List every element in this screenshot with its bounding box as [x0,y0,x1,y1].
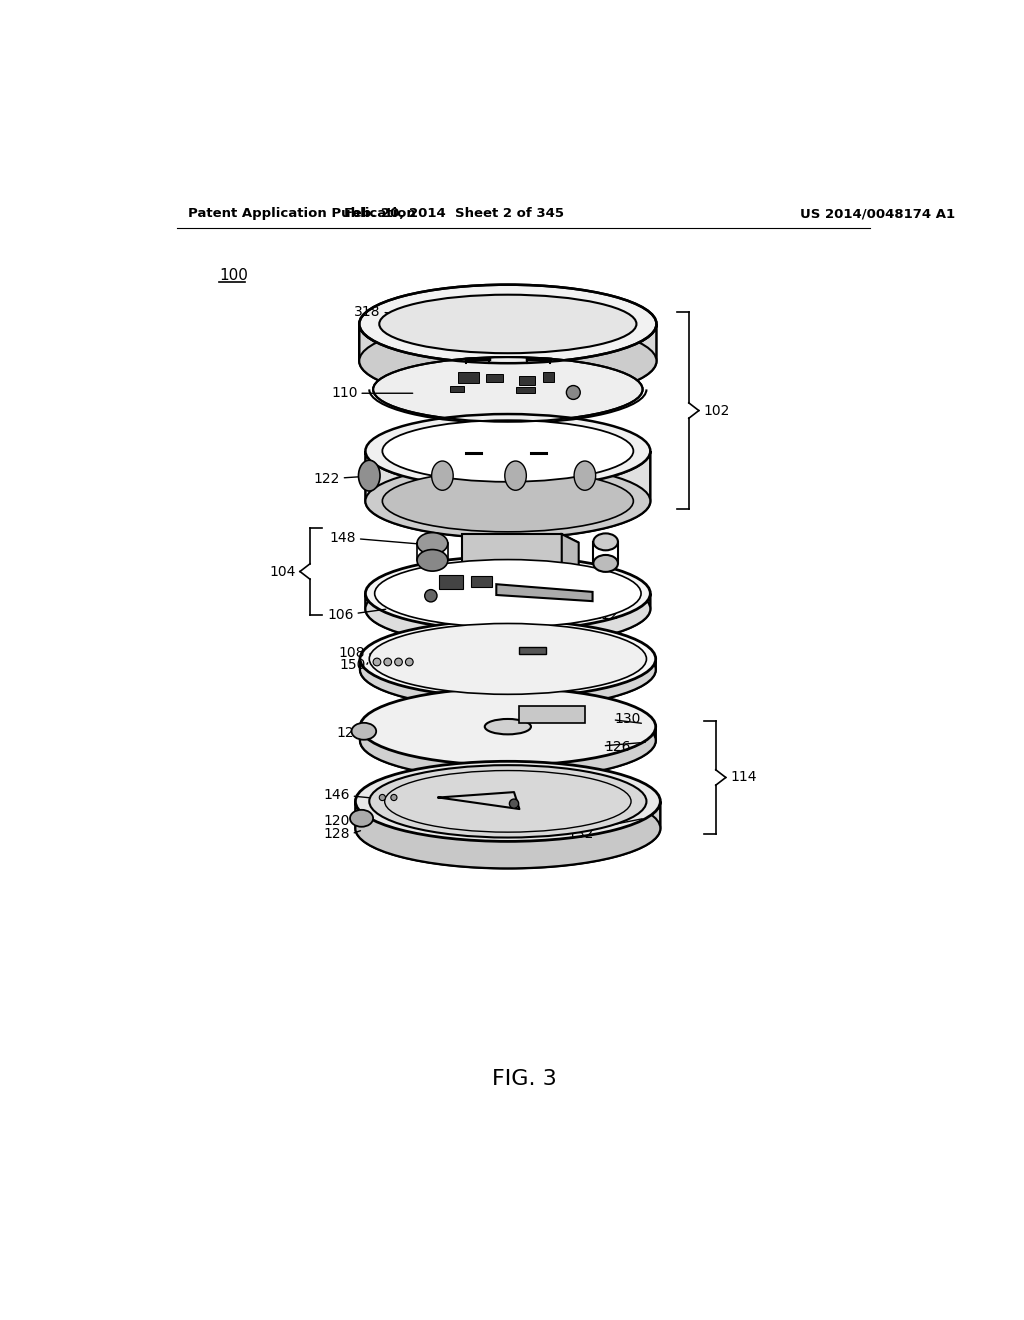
Text: 120: 120 [324,813,350,828]
Text: Feb. 20, 2014  Sheet 2 of 345: Feb. 20, 2014 Sheet 2 of 345 [344,207,564,220]
Ellipse shape [350,810,373,826]
Text: 130: 130 [614,711,640,726]
Text: 122: 122 [313,473,340,487]
Polygon shape [366,594,650,645]
Text: 102: 102 [703,404,730,417]
Ellipse shape [360,631,655,708]
Polygon shape [462,535,562,564]
Ellipse shape [370,623,646,694]
Ellipse shape [359,285,656,363]
Ellipse shape [505,461,526,490]
Ellipse shape [360,688,655,766]
Circle shape [379,795,385,800]
Bar [458,372,479,383]
Bar [519,706,585,723]
Ellipse shape [366,465,650,539]
Ellipse shape [593,554,617,572]
Polygon shape [497,585,593,601]
Ellipse shape [358,461,380,491]
Text: 150: 150 [339,659,366,672]
Ellipse shape [373,358,643,422]
Text: 106: 106 [328,609,354,622]
Ellipse shape [379,294,637,354]
Ellipse shape [375,560,641,627]
Circle shape [373,659,381,665]
Bar [471,576,493,586]
Ellipse shape [366,572,650,645]
Polygon shape [359,323,656,400]
Circle shape [391,795,397,800]
Bar [486,374,503,381]
Polygon shape [366,451,650,539]
Text: 146: 146 [324,788,350,803]
Ellipse shape [351,723,376,739]
Text: US 2014/0048174 A1: US 2014/0048174 A1 [801,207,955,220]
Polygon shape [360,726,655,779]
Text: 104: 104 [269,565,295,578]
Bar [543,372,554,383]
Ellipse shape [417,549,447,572]
Text: 112: 112 [593,609,620,622]
Circle shape [384,659,391,665]
Ellipse shape [382,420,634,482]
Polygon shape [355,801,660,869]
Polygon shape [562,535,579,572]
Ellipse shape [417,533,447,554]
Bar [515,387,535,393]
Ellipse shape [382,470,634,532]
Polygon shape [462,535,579,543]
Text: 110: 110 [331,387,357,400]
Text: Patent Application Publication: Patent Application Publication [188,207,416,220]
Ellipse shape [366,557,650,631]
Ellipse shape [366,414,650,488]
Circle shape [425,590,437,602]
Ellipse shape [355,762,660,841]
Ellipse shape [370,766,646,838]
Text: 124: 124 [337,726,364,739]
Ellipse shape [593,533,617,550]
Ellipse shape [484,719,531,734]
Text: 148: 148 [330,531,356,545]
Text: 114: 114 [730,771,757,784]
Text: 100: 100 [219,268,248,282]
Bar [438,576,463,589]
Ellipse shape [360,620,655,697]
Text: 108: 108 [339,645,366,660]
Bar [519,376,535,385]
Text: 318: 318 [354,305,381,319]
Text: 128: 128 [324,828,350,841]
Polygon shape [360,659,655,708]
Ellipse shape [574,461,596,490]
Ellipse shape [360,702,655,779]
Bar [451,387,464,392]
Text: 132: 132 [568,828,594,841]
Bar [519,647,547,655]
Text: 126: 126 [604,739,631,754]
Circle shape [566,385,581,400]
Ellipse shape [355,788,660,869]
Text: FIG. 3: FIG. 3 [493,1069,557,1089]
Circle shape [406,659,413,665]
Ellipse shape [432,461,454,490]
Ellipse shape [359,322,656,400]
Circle shape [394,659,402,665]
Circle shape [509,799,518,808]
